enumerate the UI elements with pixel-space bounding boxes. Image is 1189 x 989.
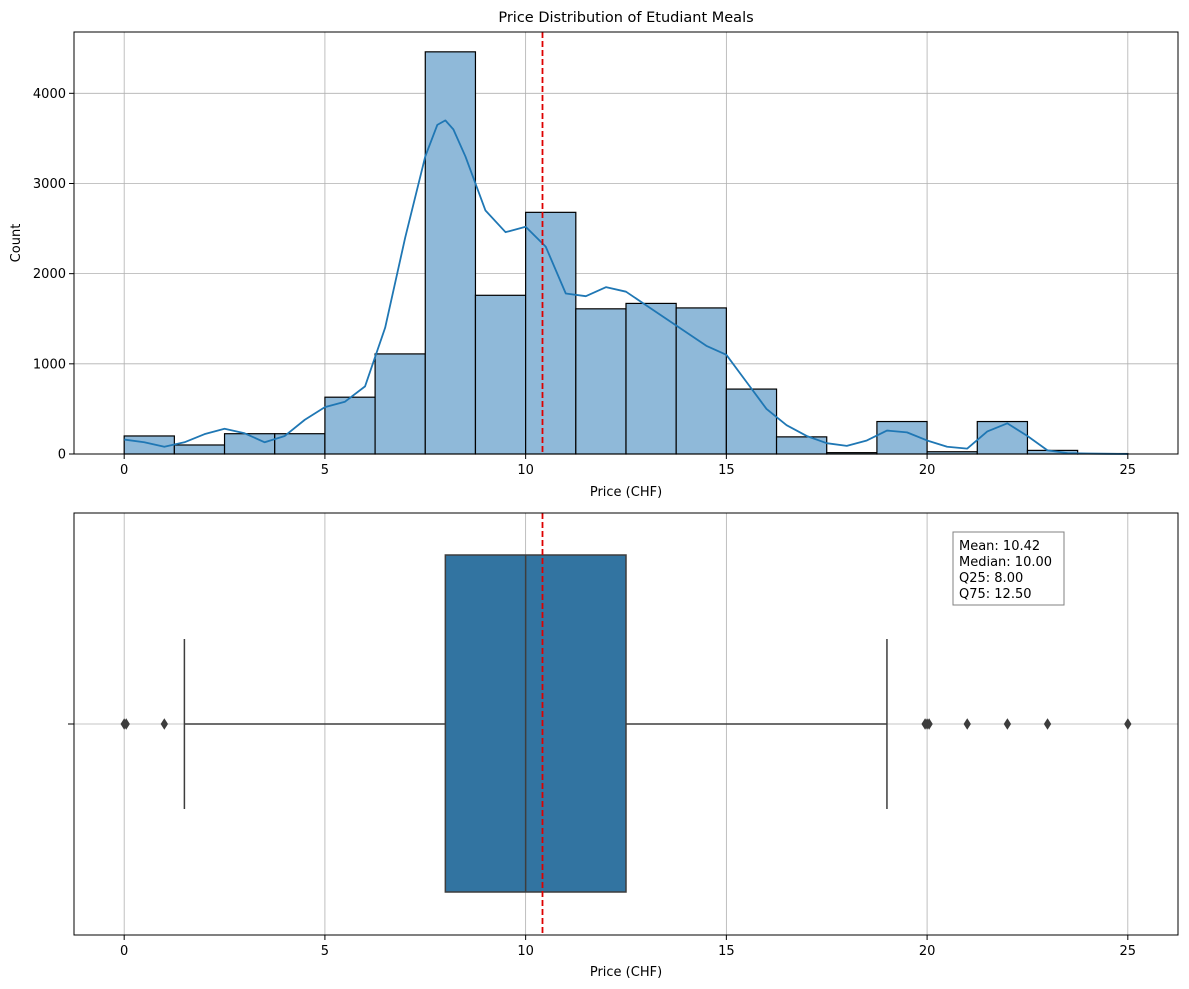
outlier-point (160, 718, 169, 730)
y-tick-label: 0 (58, 448, 66, 463)
boxplot-panel: 0 5 10 15 20 25 Price (CHF) Mean: 10.42 Media… (68, 512, 1179, 980)
histogram-bar (173, 444, 226, 455)
x-tick-label: 15 (718, 944, 735, 959)
x-tick-label: 5 (321, 944, 329, 959)
histogram-bar (675, 307, 727, 455)
iqr-box (444, 554, 627, 893)
histogram-bar (123, 435, 175, 455)
histogram-bar (424, 51, 477, 455)
stats-q25: Q25: 8.00 (959, 571, 1023, 586)
outlier-point (122, 718, 130, 730)
stats-mean: Mean: 10.42 (959, 539, 1040, 554)
histogram-bar (575, 308, 627, 455)
boxplot-outliers (120, 718, 1132, 730)
x-tick-label: 0 (120, 463, 128, 478)
histogram-bar (625, 302, 677, 455)
histogram-bar (725, 388, 778, 455)
x-tick-label: 20 (919, 944, 936, 959)
histogram-y-axis-label: Count (9, 224, 24, 263)
histogram-bar (374, 353, 426, 455)
histogram-bar (775, 436, 828, 455)
x-tick-label: 10 (517, 463, 534, 478)
x-tick-label: 20 (919, 463, 936, 478)
histogram-x-axis-label: Price (CHF) (590, 485, 662, 500)
outlier-point (1003, 718, 1012, 730)
stats-median: Median: 10.00 (959, 555, 1052, 570)
stats-q75: Q75: 12.50 (959, 587, 1032, 602)
histogram-axes-frame (73, 31, 1179, 455)
histogram-x-ticks: 0 5 10 15 20 25 (120, 454, 1136, 478)
histogram-bar (525, 211, 577, 455)
x-tick-label: 25 (1120, 944, 1137, 959)
chart-title: Price Distribution of Etudiant Meals (498, 10, 753, 26)
stats-box: Mean: 10.42 Median: 10.00 Q25: 8.00 Q75:… (952, 531, 1065, 606)
x-tick-label: 0 (120, 944, 128, 959)
histogram-bar (474, 294, 527, 455)
outlier-point (1124, 718, 1132, 730)
x-tick-label: 15 (718, 463, 735, 478)
outlier-point (1043, 718, 1052, 730)
y-tick-label: 4000 (33, 87, 66, 102)
y-tick-label: 1000 (33, 357, 66, 372)
histogram-bars (123, 51, 1129, 455)
kde-curve (124, 119, 1128, 455)
histogram-y-ticks: 0 1000 2000 3000 4000 (33, 87, 74, 463)
boxplot-x-axis-label: Price (CHF) (590, 965, 662, 980)
boxplot-body (183, 554, 888, 893)
y-tick-label: 3000 (33, 177, 66, 192)
outlier-point (963, 718, 971, 730)
x-tick-label: 25 (1120, 463, 1137, 478)
histogram-panel: Price Distribution of Etudiant Meals 0 5 1… (9, 10, 1179, 500)
x-tick-label: 5 (321, 463, 329, 478)
histogram-bar (223, 433, 276, 455)
x-tick-label: 10 (517, 944, 534, 959)
kde-line (124, 119, 1128, 455)
y-tick-label: 2000 (33, 267, 66, 282)
histogram-bar (976, 420, 1029, 455)
outlier-point (921, 718, 929, 730)
stats-box-frame (952, 531, 1065, 606)
boxplot-x-ticks: 0 5 10 15 20 25 (120, 935, 1136, 959)
